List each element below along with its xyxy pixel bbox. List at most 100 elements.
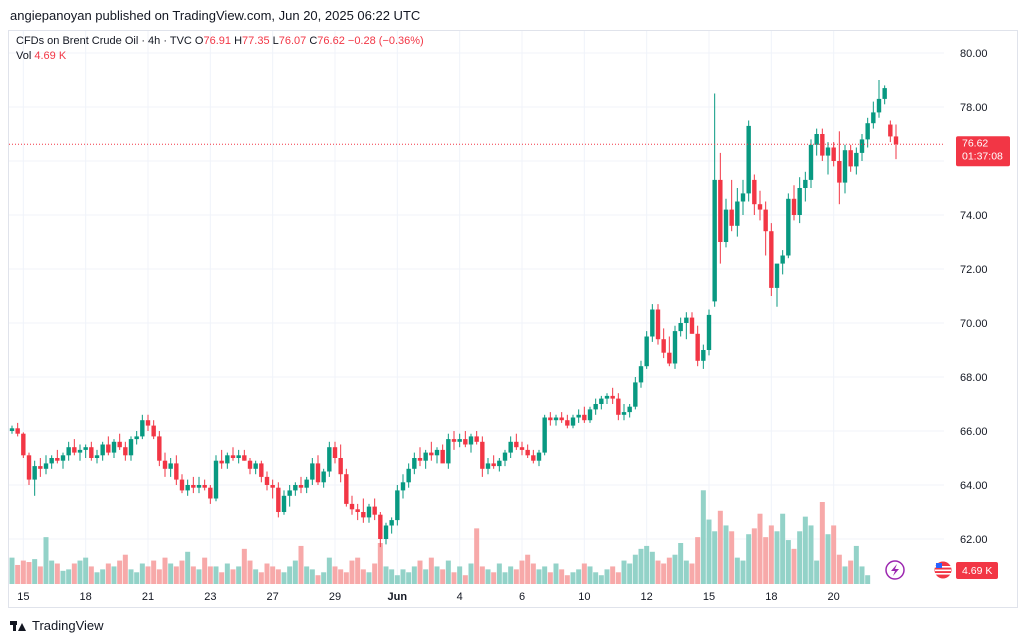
volume-bar <box>9 557 15 584</box>
candle <box>168 458 173 477</box>
candle <box>752 174 757 215</box>
candle-body <box>621 412 627 415</box>
candle <box>179 474 185 494</box>
candle <box>26 452 32 485</box>
volume-bar <box>111 566 117 584</box>
candle-body <box>395 490 400 521</box>
y-tick-label: 62.00 <box>960 534 988 546</box>
volume-bar <box>859 566 865 584</box>
volume-bar <box>678 543 684 584</box>
volume-bar <box>77 560 83 584</box>
candle <box>627 404 632 418</box>
candle-body <box>185 485 190 491</box>
candle-body <box>514 441 519 448</box>
volume-bar <box>462 575 468 584</box>
candle <box>247 458 253 475</box>
volume-bar <box>196 569 202 584</box>
candle-body <box>791 198 797 215</box>
candle <box>508 436 513 458</box>
price-badge: 76.62 01:37:08 <box>956 136 1010 167</box>
volume-bar <box>292 560 298 584</box>
candle-body <box>820 134 825 156</box>
volume-bar <box>763 537 769 584</box>
footer-brand[interactable]: TradingView <box>32 618 104 633</box>
candle-body <box>871 112 876 124</box>
tradingview-logo-icon[interactable] <box>10 620 26 631</box>
legend-change: −0.28 (−0.36%) <box>347 35 424 47</box>
candle <box>94 449 100 464</box>
candle <box>281 490 287 515</box>
price-badge-countdown: 01:37:08 <box>962 150 1003 162</box>
candle <box>230 447 236 461</box>
candle-body <box>247 460 253 469</box>
volume-bar <box>117 560 123 584</box>
volume-bar <box>49 560 55 584</box>
candle <box>38 458 43 477</box>
y-axis-labels: 62.0064.0066.0068.0070.0072.0074.0076.00… <box>960 48 988 546</box>
volume-bar <box>219 572 225 584</box>
candle-body <box>582 414 587 421</box>
candle-body <box>587 409 593 421</box>
candle-body <box>825 147 831 156</box>
candle <box>474 431 479 445</box>
x-tick-label: 12 <box>641 591 653 603</box>
volume-bar <box>768 525 774 584</box>
candle-body <box>366 506 372 518</box>
candle-body <box>831 147 836 161</box>
volume-bar <box>230 569 236 584</box>
candle-body <box>100 444 105 456</box>
lightning-icon[interactable] <box>885 560 905 580</box>
candle <box>610 387 615 404</box>
candle-body <box>485 463 491 469</box>
candle-body <box>310 463 315 480</box>
candle <box>151 420 156 440</box>
volume-bar <box>706 519 712 584</box>
candle <box>344 468 349 507</box>
us-flag-icon[interactable] <box>933 560 953 580</box>
candle <box>695 325 700 367</box>
candle <box>848 144 853 172</box>
candle-body <box>457 439 462 442</box>
volume-bar <box>746 534 752 584</box>
volume-bar <box>451 572 457 584</box>
candle <box>502 449 508 467</box>
candle-body <box>729 209 734 226</box>
volume-bar <box>553 563 559 584</box>
candle-body <box>684 317 689 323</box>
candle <box>536 449 542 467</box>
candle <box>219 449 224 469</box>
volume-bar <box>836 554 842 584</box>
candle-body <box>361 512 366 518</box>
volume-bar <box>377 543 383 584</box>
volume-bar <box>751 528 757 584</box>
candle <box>746 120 751 202</box>
volume-bar <box>525 554 531 584</box>
volume-bar <box>309 569 315 584</box>
candle-body <box>763 209 768 232</box>
candle-body <box>140 420 145 437</box>
x-tick-label: 27 <box>267 591 279 603</box>
candle-body <box>253 463 258 469</box>
candle <box>202 479 207 491</box>
candle <box>712 93 717 307</box>
candle <box>21 432 26 458</box>
candle <box>882 85 887 105</box>
candle <box>191 476 196 494</box>
legend-symbol[interactable]: CFDs on Brent Crude Oil · 4h · TVC <box>16 35 192 47</box>
candle <box>213 455 219 502</box>
candle <box>531 449 536 464</box>
candle-body <box>287 490 292 496</box>
legend-high-label: H <box>234 35 243 47</box>
candle <box>264 471 270 491</box>
volume-bar <box>689 563 695 584</box>
candle <box>89 441 94 461</box>
candle-body <box>77 449 83 453</box>
volume-value: 4.69 K <box>34 50 67 62</box>
candle-body <box>128 439 134 456</box>
candle <box>134 431 139 445</box>
candle <box>174 455 179 485</box>
candle <box>485 458 491 475</box>
candle <box>480 436 485 477</box>
candle-body <box>327 447 332 472</box>
